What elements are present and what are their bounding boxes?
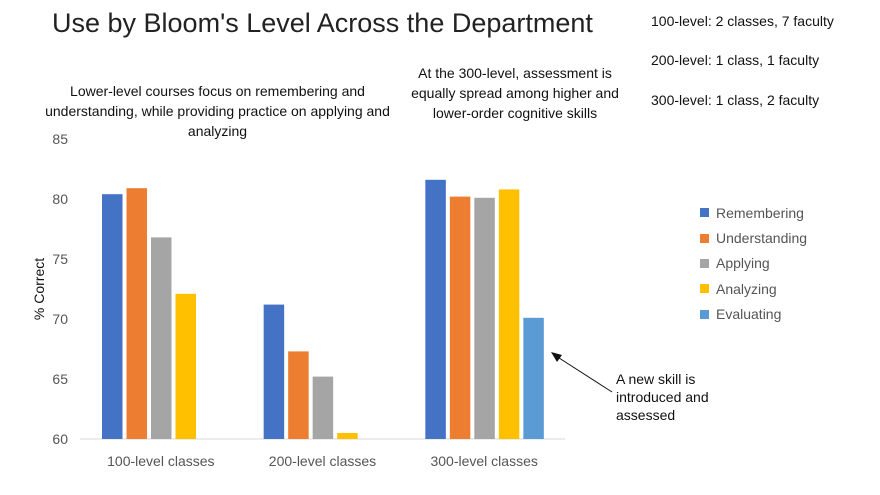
annotation-lower-level: Lower-level courses focus on remembering… [45,83,390,139]
bar-evaluating-300-level [523,317,544,439]
y-tick-label: 65 [52,371,68,387]
y-tick-label: 85 [52,131,68,147]
legend-label: Applying [716,255,770,272]
legend-swatch [700,233,709,243]
bar-understanding-200-level [288,351,309,439]
bar-applying-100-level [151,237,172,439]
bar-understanding-300-level [449,196,471,439]
y-tick-label: 80 [52,191,68,207]
note-200-level: 200-level: 1 class, 1 faculty [651,52,820,68]
note-300-level: 300-level: 1 class, 2 faculty [651,92,820,108]
bar-analyzing-100-level [175,293,196,439]
note-100-level: 100-level: 2 classes, 7 faculty [651,13,834,29]
legend-item-evaluating: Evaluating [700,302,807,327]
x-axis-ticks: 100-level classes 200-level classes 300-le… [107,453,538,469]
legend-swatch [700,284,709,294]
legend-label: Evaluating [716,306,782,323]
y-tick-label: 70 [52,311,68,327]
x-tick-label: 100-level classes [107,453,214,469]
annotation-new-skill: A new skill is introduced and assessed [616,371,709,423]
bar-analyzing-300-level [498,189,520,439]
x-tick-label: 200-level classes [269,453,376,469]
y-axis-ticks: 60 65 70 75 80 85 [52,131,68,447]
legend-swatch [700,258,709,268]
y-tick-label: 60 [52,431,68,447]
legend-item-remembering: Remembering [700,200,807,225]
y-tick-label: 75 [52,251,68,267]
bar-applying-300-level [474,197,495,439]
bar-remembering-300-level [425,179,446,440]
bar-remembering-100-level [102,194,123,439]
legend-swatch [700,208,709,218]
legend-item-understanding: Understanding [700,225,807,250]
arrow-head [551,352,562,362]
legend-swatch [700,309,709,319]
bar-remembering-200-level [263,304,285,439]
bar-understanding-100-level [126,188,147,439]
arrow-annotation [551,352,613,393]
bar-applying-200-level [312,376,334,439]
legend-label: Remembering [716,204,804,221]
slide-title: Use by Bloom's Level Across the Departme… [52,8,593,38]
bar-analyzing-200-level [337,433,358,439]
arrow-line [555,355,613,393]
y-axis-label: % Correct [31,258,47,320]
legend-label: Understanding [716,230,808,247]
x-tick-label: 300-level classes [430,453,537,469]
legend-item-analyzing: Analyzing [700,276,807,301]
legend-item-applying: Applying [700,251,807,276]
annotation-300-level: At the 300-level, assessment is equally … [411,65,619,121]
legend: Remembering Understanding Applying Analyzin… [700,200,807,327]
bars [102,179,544,440]
legend-label: Analyzing [716,280,777,297]
